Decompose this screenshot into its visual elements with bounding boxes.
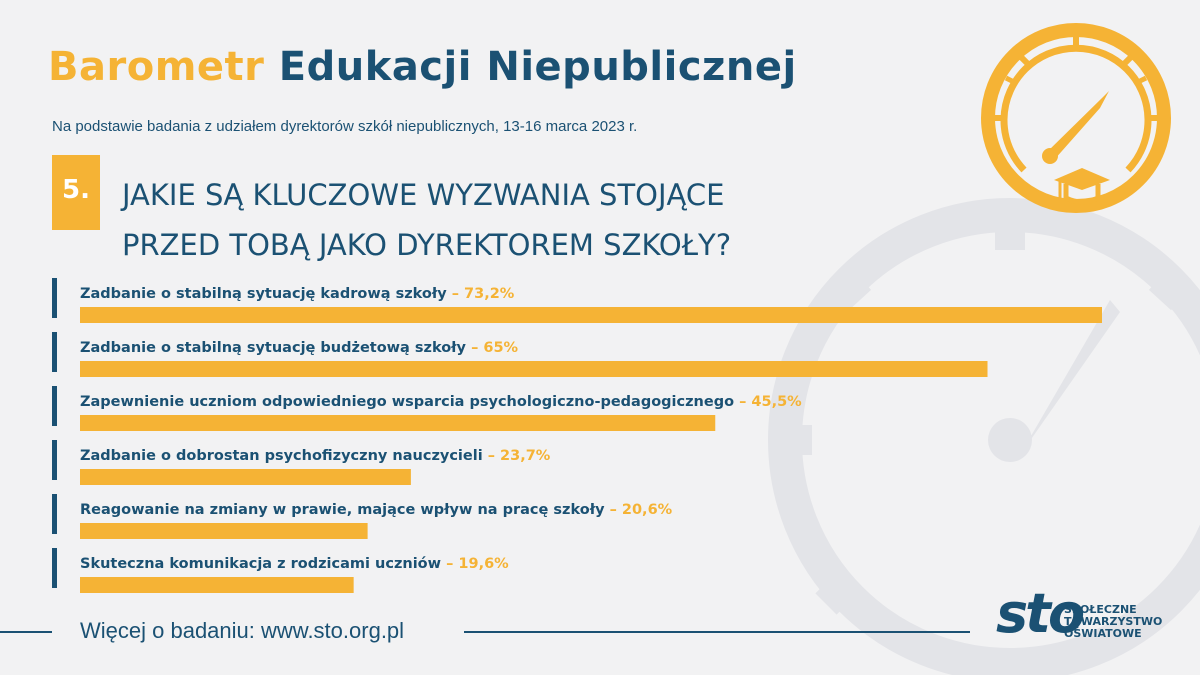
bar — [80, 415, 716, 431]
title-part-1: Barometr — [48, 44, 265, 90]
value-label: – 23,7% — [488, 448, 551, 464]
bar — [80, 523, 368, 539]
footer-rule-left — [0, 631, 52, 633]
bar-chart: Zadbanie o stabilną sytuację kadrową szk… — [52, 278, 1102, 593]
logo-text: SPOŁECZNE TOWARZYSTWO OŚWIATOWE — [1064, 604, 1162, 640]
value-label: – 65% — [471, 340, 518, 356]
row-marker — [52, 440, 57, 480]
category-label: Zadbanie o dobrostan psychofizyczny nauc… — [80, 448, 551, 464]
logo-line-2: TOWARZYSTWO — [1064, 615, 1163, 628]
title-part-2: Edukacji Niepublicznej — [278, 44, 797, 90]
sto-logo: sto SPOŁECZNE TOWARZYSTWO OŚWIATOWE — [996, 582, 1162, 660]
category-name: Skuteczna komunikacja z rodzicami ucznió… — [80, 556, 446, 572]
row-marker — [52, 548, 57, 588]
row-marker — [52, 494, 57, 534]
footer-rule-right — [464, 631, 970, 633]
question-line-2: PRZED TOBĄ JAKO DYREKTOREM SZKOŁY? — [122, 228, 732, 262]
category-name: Zadbanie o dobrostan psychofizyczny nauc… — [80, 448, 488, 464]
logo-line-1: SPOŁECZNE — [1064, 603, 1137, 616]
logo-line-3: OŚWIATOWE — [1064, 627, 1142, 640]
logo-mark: sto — [996, 582, 1085, 645]
category-label: Zapewnienie uczniom odpowiedniego wsparc… — [80, 394, 802, 410]
bar — [80, 577, 354, 593]
value-label: – 20,6% — [610, 502, 673, 518]
category-label: Zadbanie o stabilną sytuację budżetową s… — [80, 340, 519, 356]
value-label: – 45,5% — [739, 394, 802, 410]
category-label: Zadbanie o stabilną sytuację kadrową szk… — [80, 286, 515, 302]
category-name: Zadbanie o stabilną sytuację budżetową s… — [80, 340, 471, 356]
row-marker — [52, 332, 57, 372]
footer-link[interactable]: Więcej o badaniu: www.sto.org.pl — [80, 618, 405, 643]
value-label: – 19,6% — [446, 556, 509, 572]
page-title: Barometr Edukacji Niepublicznej — [48, 44, 797, 90]
category-label: Reagowanie na zmiany w prawie, mające wp… — [80, 502, 673, 518]
row-marker — [52, 386, 57, 426]
question-number: 5. — [52, 155, 100, 230]
bar — [80, 469, 411, 485]
row-marker — [52, 278, 57, 318]
category-name: Zadbanie o stabilną sytuację kadrową szk… — [80, 286, 452, 302]
bar — [80, 361, 988, 377]
question-line-1: JAKIE SĄ KLUCZOWE WYZWANIA STOJĄCE — [122, 178, 725, 212]
value-label: – 73,2% — [452, 286, 515, 302]
gauge-graduation-cap-icon — [981, 23, 1171, 213]
category-name: Reagowanie na zmiany w prawie, mające wp… — [80, 502, 610, 518]
category-label: Skuteczna komunikacja z rodzicami ucznió… — [80, 556, 509, 572]
bar — [80, 307, 1102, 323]
category-name: Zapewnienie uczniom odpowiedniego wsparc… — [80, 394, 739, 410]
question-text: JAKIE SĄ KLUCZOWE WYZWANIA STOJĄCE PRZED… — [122, 170, 731, 270]
subtitle: Na podstawie badania z udziałem dyrektor… — [52, 118, 638, 135]
